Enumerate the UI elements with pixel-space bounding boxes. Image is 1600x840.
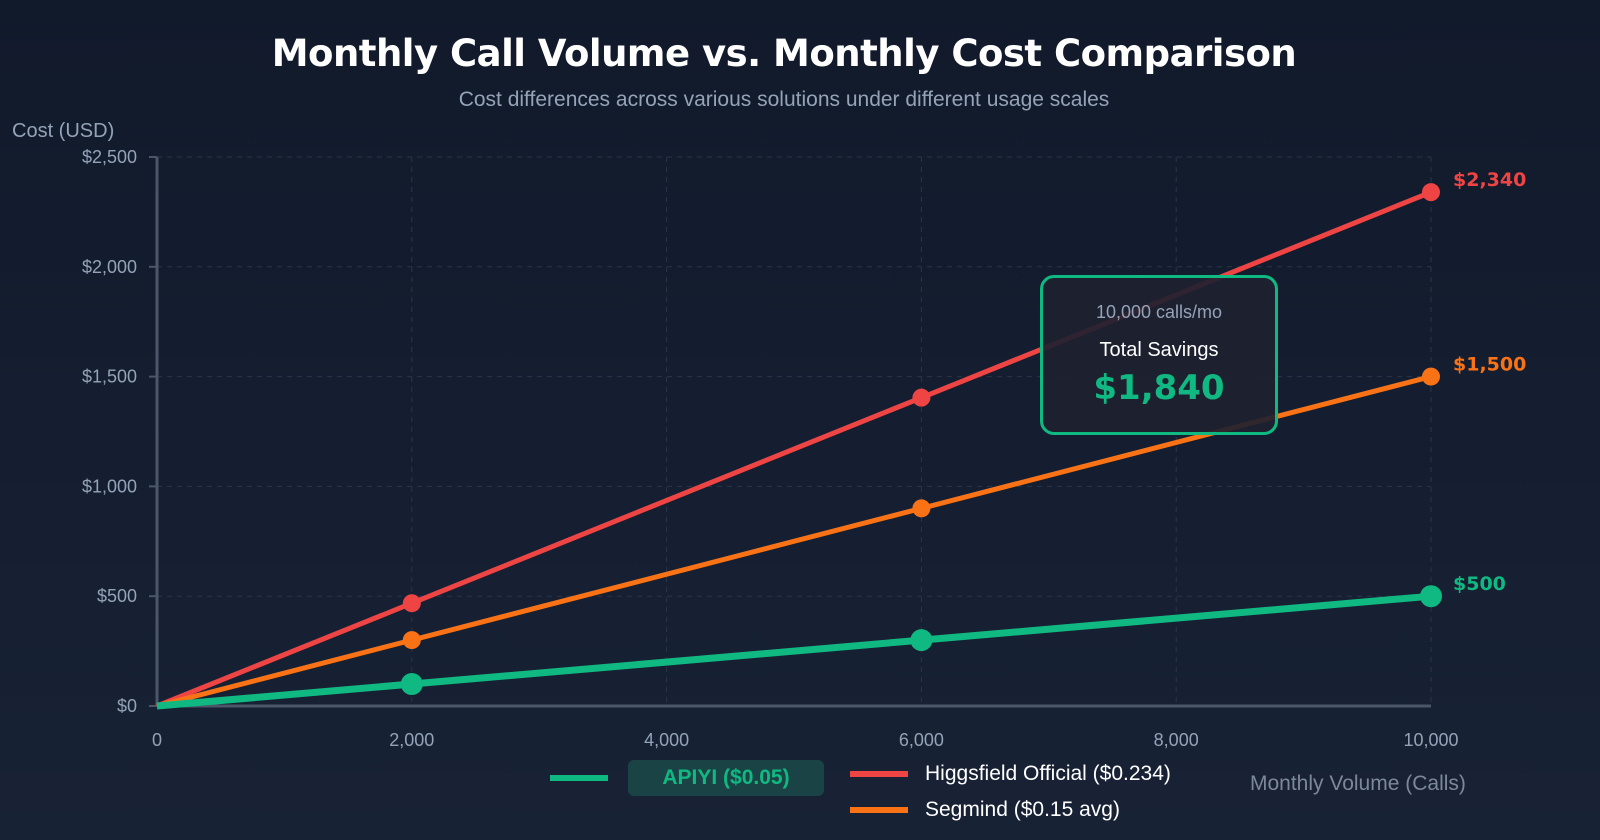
- y-axis-label: Cost (USD): [12, 120, 114, 142]
- x-tick-label: 4,000: [644, 730, 689, 750]
- series-line: [156, 374, 1432, 709]
- legend-item-segmind[interactable]: Segmind ($0.15 avg): [925, 798, 1120, 821]
- x-tick-label: 8,000: [1154, 730, 1199, 750]
- savings-calls: 10,000 calls/mo: [1095, 302, 1223, 322]
- savings-annotation: 10,000 calls/mo Total Savings $1,840: [1040, 275, 1278, 435]
- end-value-label: $1,500: [1453, 354, 1526, 376]
- data-point: [1420, 585, 1442, 608]
- y-tick-label: $2,500: [82, 147, 137, 167]
- series-line: [156, 189, 1432, 709]
- data-point: [912, 388, 931, 407]
- data-point: [1422, 183, 1440, 202]
- savings-label: Total Savings: [1099, 339, 1219, 361]
- x-tick-label: 6,000: [899, 730, 944, 750]
- savings-value: $1,840: [1093, 368, 1225, 408]
- end-value-label: $500: [1453, 573, 1506, 595]
- chart-title: Monthly Call Volume vs. Monthly Cost Com…: [271, 32, 1297, 75]
- series-line: [156, 592, 1432, 710]
- x-tick-label: 10,000: [1403, 730, 1458, 750]
- end-value-label: $2,340: [1453, 169, 1526, 191]
- y-tick-label: $500: [97, 586, 137, 606]
- y-tick-label: $1,500: [82, 367, 137, 387]
- x-tick-label: 2,000: [389, 730, 434, 750]
- legend-item-higgsfield[interactable]: Higgsfield Official ($0.234): [925, 762, 1171, 785]
- data-point: [402, 594, 421, 613]
- chart-subtitle: Cost differences across various solution…: [458, 88, 1110, 111]
- legend-swatch-segmind: [850, 807, 908, 813]
- data-point: [402, 631, 421, 650]
- data-point: [910, 629, 933, 652]
- x-axis-label: Monthly Volume (Calls): [1250, 772, 1466, 795]
- y-tick-label: $1,000: [82, 476, 137, 496]
- y-tick-label: $0: [117, 696, 137, 716]
- legend-item-apiyi[interactable]: APIYI ($0.05): [628, 760, 824, 796]
- data-point: [912, 499, 931, 518]
- x-tick-label: 0: [152, 730, 162, 750]
- legend-swatch-higgsfield: [850, 771, 908, 777]
- data-point: [400, 673, 423, 696]
- legend-swatch-apiyi: [550, 775, 608, 781]
- y-tick-label: $2,000: [82, 257, 137, 277]
- data-point: [1422, 367, 1440, 386]
